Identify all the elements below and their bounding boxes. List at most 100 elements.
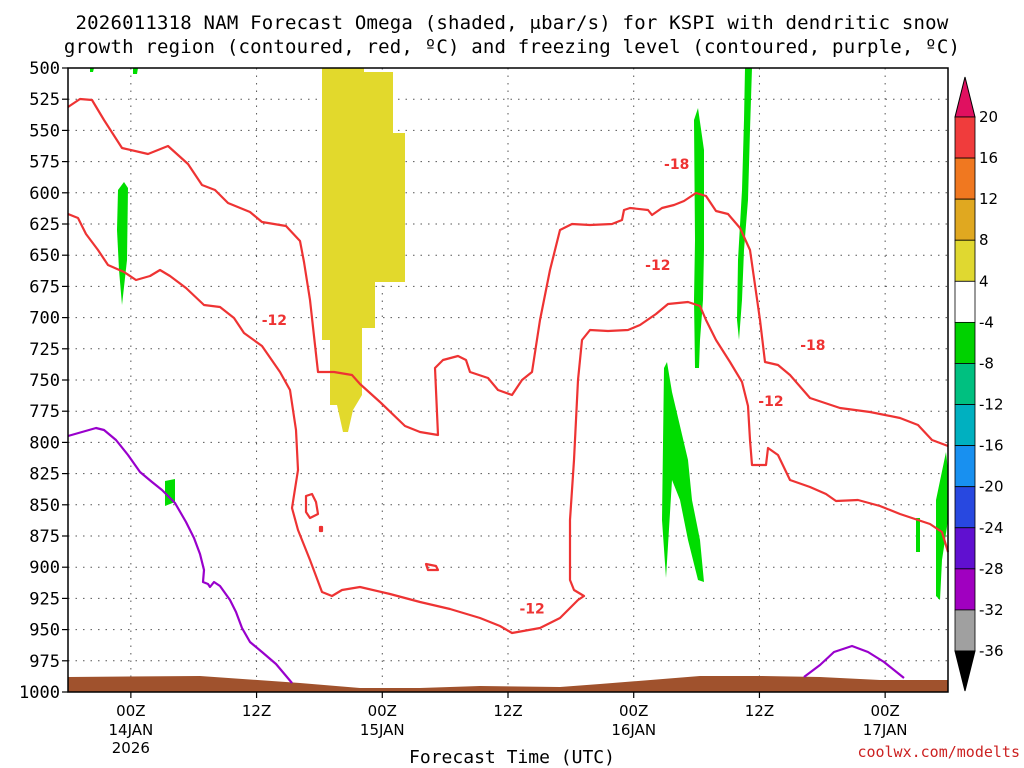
contour-label-bg (661, 155, 692, 172)
y-tick-label: 900 (29, 558, 60, 578)
colorbar-swatch (954, 363, 976, 405)
omega-negative-region-5 (662, 362, 704, 582)
contour-label-bg (259, 311, 290, 328)
contour-labels: -12 -12 -12 -18 -12 -18 (259, 155, 828, 617)
colorbar-tick-label: -4 (979, 313, 994, 331)
omega-negative-region-7 (737, 68, 752, 340)
omega-negative-region-6 (694, 108, 704, 368)
colorbar-tick-label: 16 (979, 149, 998, 167)
credit-text: coolwx.com/modelts (857, 743, 1020, 761)
colorbar-tick-label: -20 (979, 478, 1004, 496)
contour-label-bg (642, 256, 673, 273)
omega-negative-region-3 (133, 68, 138, 74)
colorbar-swatch (954, 198, 976, 241)
colorbar-tick-label: -32 (979, 601, 1004, 619)
x-tick-year: 2026 (112, 739, 150, 757)
contour-label: -12 (519, 601, 544, 617)
x-tick-label: 12Z (745, 702, 774, 720)
x-axis-title: Forecast Time (UTC) (409, 747, 615, 768)
y-tick-label: 875 (29, 527, 60, 547)
contour-label: -12 (645, 258, 670, 274)
x-tick-date: 16JAN (611, 721, 656, 739)
y-tick-label: 525 (29, 90, 60, 110)
colorbar-swatch (954, 239, 976, 282)
colorbar-tick-label: 8 (979, 231, 989, 249)
dendritic-contours (67, 97, 950, 635)
y-tick-label: 950 (29, 621, 60, 641)
colorbar-swatch (954, 527, 976, 570)
colorbar: 20 16 12 8 4 -4 -8 -12 -16 -20 -24 -28 -32 -36 (954, 76, 1004, 692)
contour-label-bg (755, 392, 786, 409)
colorbar-tick-label: -16 (979, 437, 1004, 455)
omega-shading (90, 68, 948, 600)
chart-title-line-1: 2026011318 NAM Forecast Omega (shaded, μ… (75, 12, 949, 34)
y-tick-label: 750 (29, 371, 60, 391)
y-tick-label: 775 (29, 402, 60, 422)
omega-negative-region-9 (936, 452, 948, 600)
dendritic-contour-small-1 (304, 492, 320, 520)
omega-negative-region-1 (117, 182, 128, 305)
x-tick-label: 00Z (619, 702, 648, 720)
colorbar-swatch (954, 116, 976, 159)
y-tick-label: 500 (29, 59, 60, 79)
x-tick-label: 00Z (870, 702, 899, 720)
colorbar-swatch (954, 486, 976, 529)
x-tick-label: 00Z (368, 702, 397, 720)
x-tick-date: 14JAN (108, 721, 153, 739)
dendritic-contour-upper (67, 97, 949, 448)
y-tick-label: 575 (29, 153, 60, 173)
y-axis: 500 525 550 575 600 625 650 675 700 725 750 775 800 8… (19, 59, 68, 703)
contour-label: -12 (758, 394, 783, 410)
contour-label: -18 (800, 338, 825, 354)
colorbar-tick-label: -8 (979, 354, 994, 372)
contour-label-bg (797, 336, 828, 353)
y-tick-label: 975 (29, 652, 60, 672)
surface-ground (68, 676, 948, 692)
x-tick-date: 17JAN (863, 721, 908, 739)
freezing-level-contours (67, 426, 905, 684)
colorbar-swatch (954, 404, 976, 447)
y-tick-label: 550 (29, 121, 60, 141)
colorbar-top-arrow (954, 76, 976, 118)
contour-label-bg (517, 599, 548, 616)
colorbar-swatch (954, 609, 976, 652)
y-tick-label: 725 (29, 340, 60, 360)
dendritic-contour-lower (67, 212, 950, 635)
y-tick-label: 825 (29, 465, 60, 485)
y-tick-label: 675 (29, 277, 60, 297)
y-tick-label: 1000 (19, 683, 60, 703)
colorbar-swatch (954, 445, 976, 488)
colorbar-tick-label: -36 (979, 642, 1004, 660)
x-tick-date: 15JAN (360, 721, 405, 739)
chart-title-line-2: growth region (contoured, red, ºC) and f… (63, 36, 961, 58)
dendritic-contour-small-2 (318, 525, 324, 533)
omega-negative-region-8 (916, 518, 920, 552)
omega-positive-region (322, 68, 405, 432)
colorbar-tick-label: -24 (979, 519, 1004, 537)
contour-label: -12 (262, 313, 287, 329)
y-tick-label: 650 (29, 246, 60, 266)
x-tick-label: 00Z (116, 702, 145, 720)
y-tick-label: 600 (29, 184, 60, 204)
y-tick-label: 700 (29, 309, 60, 329)
freezing-level-contour-right (803, 644, 905, 679)
x-tick-label: 12Z (493, 702, 522, 720)
colorbar-tick-label: 12 (979, 190, 998, 208)
dendritic-contour-small-3 (424, 562, 440, 572)
colorbar-swatch (954, 157, 976, 200)
freezing-level-contour-left (67, 426, 293, 684)
contour-label: -18 (664, 157, 689, 173)
y-tick-label: 925 (29, 589, 60, 609)
colorbar-swatch (954, 321, 976, 364)
colorbar-tick-label: -28 (979, 560, 1004, 578)
colorbar-swatch (954, 280, 976, 323)
colorbar-bottom-arrow (954, 650, 976, 692)
y-tick-label: 850 (29, 496, 60, 516)
y-tick-label: 800 (29, 433, 60, 453)
y-tick-label: 625 (29, 215, 60, 235)
colorbar-tick-label: 4 (979, 272, 989, 290)
colorbar-tick-label: -12 (979, 396, 1004, 414)
colorbar-tick-label: 20 (979, 108, 998, 126)
